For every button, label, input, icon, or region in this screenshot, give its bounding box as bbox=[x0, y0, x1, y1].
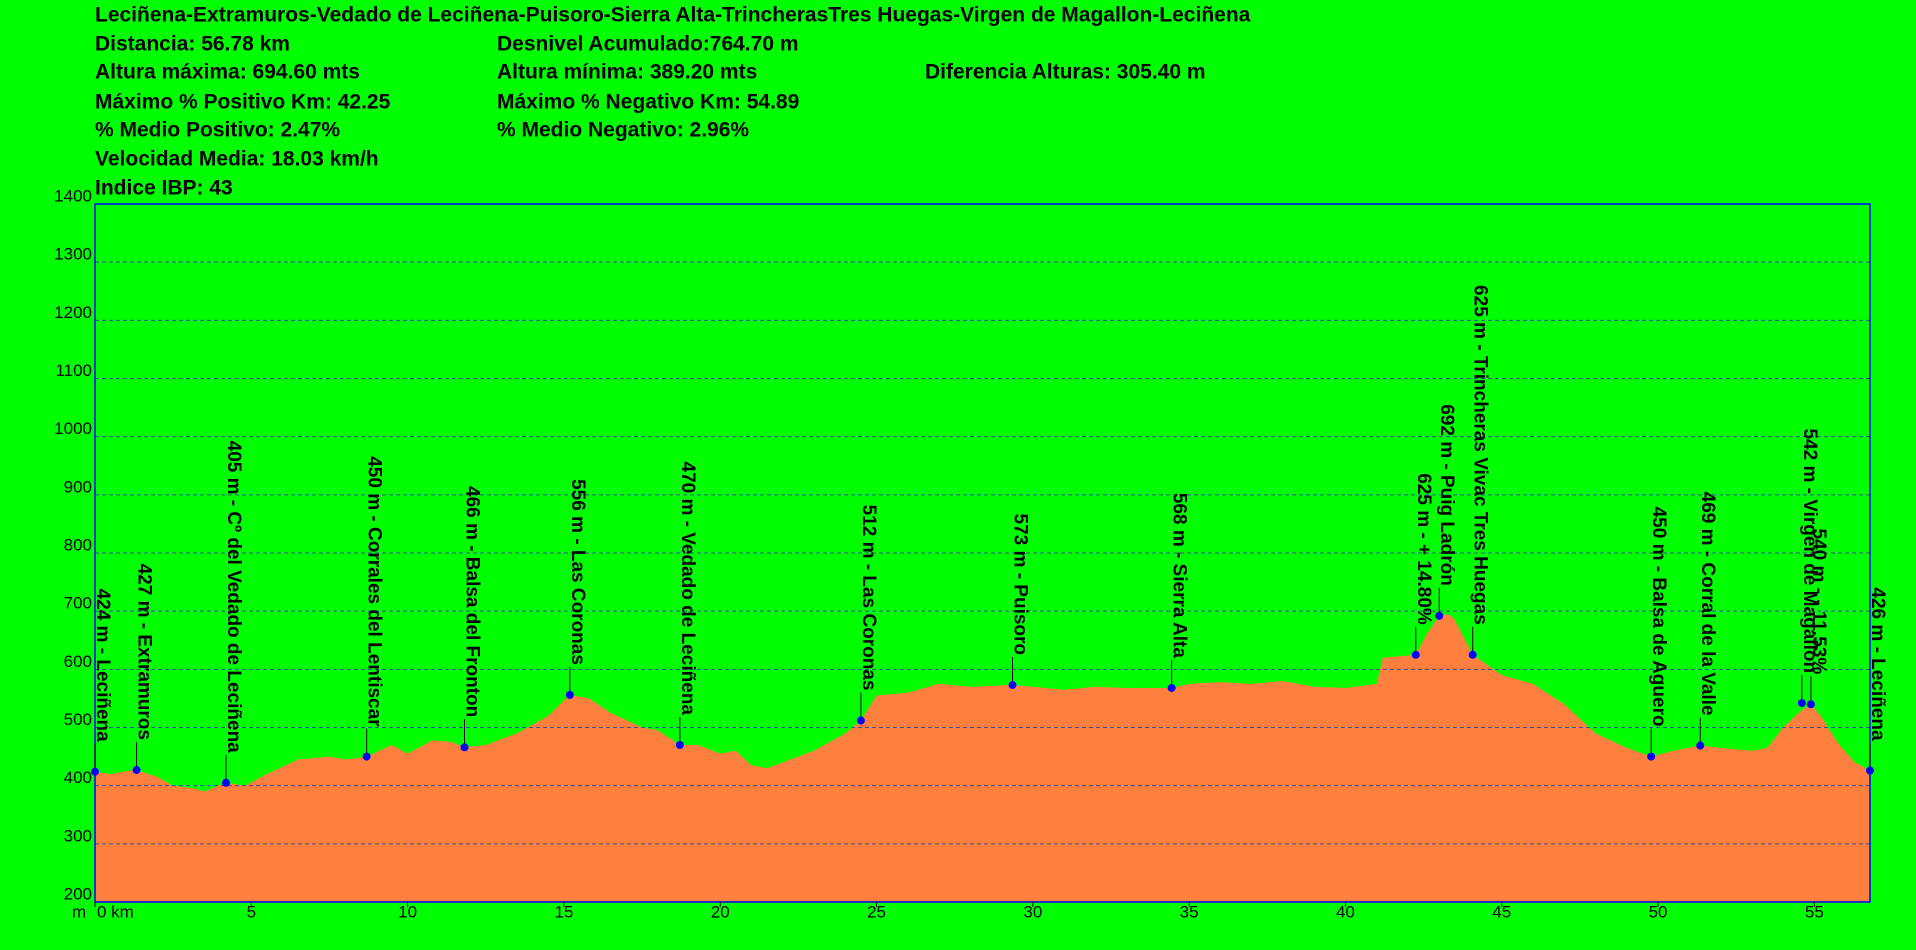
x-tick-label: 55 bbox=[1805, 902, 1824, 921]
waypoint-marker bbox=[460, 743, 469, 752]
waypoint-label: 426 m - Leciñena bbox=[1867, 587, 1888, 741]
waypoint-marker bbox=[1797, 699, 1806, 708]
waypoint-label: 469 m - Corral de la Valle bbox=[1697, 492, 1718, 716]
waypoint-label: 573 m - Puisoro bbox=[1009, 514, 1030, 656]
waypoint-marker bbox=[362, 752, 371, 761]
waypoint-marker bbox=[675, 740, 684, 749]
waypoint-marker bbox=[1008, 681, 1017, 690]
waypoint-label: 568 m - Sierra Alta bbox=[1169, 493, 1190, 659]
plot-frame bbox=[94, 203, 1871, 903]
y-tick-label: 1100 bbox=[55, 361, 92, 380]
y-axis-label: m bbox=[72, 902, 86, 921]
stat-text: Máximo % Positivo Km: 42.25 bbox=[95, 91, 391, 114]
x-tick-label: 25 bbox=[867, 902, 886, 921]
stat-text: % Medio Negativo: 2.96% bbox=[497, 119, 749, 142]
y-tick-label: 1400 bbox=[54, 186, 92, 205]
waypoint-label: 542 m - Virgen de Magallon bbox=[1799, 428, 1820, 673]
waypoint-label: 625 m - Trincheras Vivac Tres Huegas bbox=[1470, 285, 1491, 625]
waypoint-label: 540 m - - 11.53% bbox=[1808, 528, 1829, 674]
elevation-area bbox=[95, 614, 1870, 902]
stat-text: Altura mínima: 389.20 mts bbox=[497, 61, 757, 84]
title: Leciñena-Extramuros-Vedado de Leciñena-P… bbox=[95, 4, 1251, 27]
y-tick-label: 900 bbox=[64, 477, 92, 496]
stat-text: Distancia: 56.78 km bbox=[95, 33, 290, 56]
y-tick-label: 1300 bbox=[54, 245, 92, 264]
stat-text: Indice IBP: 43 bbox=[95, 177, 233, 200]
x-tick-label: 30 bbox=[1023, 902, 1042, 921]
y-tick-label: 400 bbox=[64, 768, 92, 787]
stat-text: Velocidad Media: 18.03 km/h bbox=[95, 148, 379, 171]
waypoint-marker bbox=[1435, 611, 1444, 620]
waypoint-marker bbox=[856, 716, 865, 725]
waypoint-marker bbox=[1696, 741, 1705, 750]
y-tick-label: 800 bbox=[64, 535, 92, 554]
waypoint-label: 556 m - Las Coronas bbox=[567, 479, 588, 665]
waypoint-marker bbox=[1468, 650, 1477, 659]
y-tick-label: 1000 bbox=[54, 419, 92, 438]
waypoint-label: 450 m - Balsa de Aguero bbox=[1648, 507, 1669, 727]
stat-text: Altura máxima: 694.60 mts bbox=[95, 61, 360, 84]
waypoint-marker bbox=[1647, 752, 1656, 761]
x-tick-label: 20 bbox=[711, 902, 730, 921]
y-tick-label: 700 bbox=[64, 594, 92, 613]
waypoint-marker bbox=[221, 778, 230, 787]
x-tick-label: 10 bbox=[398, 902, 417, 921]
waypoint-marker bbox=[565, 690, 574, 699]
x-tick-label: 0 km bbox=[97, 902, 134, 921]
x-tick-label: 5 bbox=[247, 902, 256, 921]
waypoint-label: 427 m - Extramuros bbox=[134, 564, 155, 740]
waypoint-label: 450 m - Corrales del Lentiscar bbox=[364, 456, 385, 727]
stat-text: Máximo % Negativo Km: 54.89 bbox=[497, 91, 799, 114]
waypoint-label: 692 m - Puig Ladrón bbox=[1436, 404, 1457, 586]
x-tick-label: 15 bbox=[554, 902, 573, 921]
y-tick-label: 600 bbox=[64, 652, 92, 671]
stat-text: % Medio Positivo: 2.47% bbox=[95, 119, 340, 142]
waypoint-marker bbox=[1167, 683, 1176, 692]
waypoint-marker bbox=[91, 767, 99, 776]
waypoint-label: 470 m - Vedado de Leciñena bbox=[677, 462, 698, 716]
stat-text: Diferencia Alturas: 305.40 m bbox=[925, 61, 1206, 84]
waypoint-label: 466 m - Balsa del Fronton bbox=[461, 486, 482, 717]
x-tick-label: 35 bbox=[1180, 902, 1199, 921]
y-tick-label: 1200 bbox=[54, 303, 92, 322]
waypoint-marker bbox=[1866, 766, 1874, 775]
waypoint-marker bbox=[132, 765, 141, 774]
waypoint-marker bbox=[1806, 700, 1815, 709]
waypoint-marker bbox=[1411, 650, 1420, 659]
waypoint-label: 405 m - Cº del Vedado de Leciñena bbox=[223, 441, 244, 754]
waypoint-label: 512 m - Las Coronas bbox=[858, 505, 879, 691]
y-tick-label: 500 bbox=[64, 710, 92, 729]
y-tick-label: 300 bbox=[64, 826, 92, 845]
waypoint-label: 625 m - + 14.80% bbox=[1413, 473, 1434, 625]
waypoint-label: 424 m - Leciñena bbox=[92, 589, 113, 743]
x-tick-label: 40 bbox=[1336, 902, 1355, 921]
y-tick-label: 200 bbox=[64, 884, 92, 903]
stat-text: Desnivel Acumulado:764.70 m bbox=[497, 33, 799, 56]
x-tick-label: 45 bbox=[1492, 902, 1511, 921]
x-tick-label: 50 bbox=[1649, 902, 1668, 921]
